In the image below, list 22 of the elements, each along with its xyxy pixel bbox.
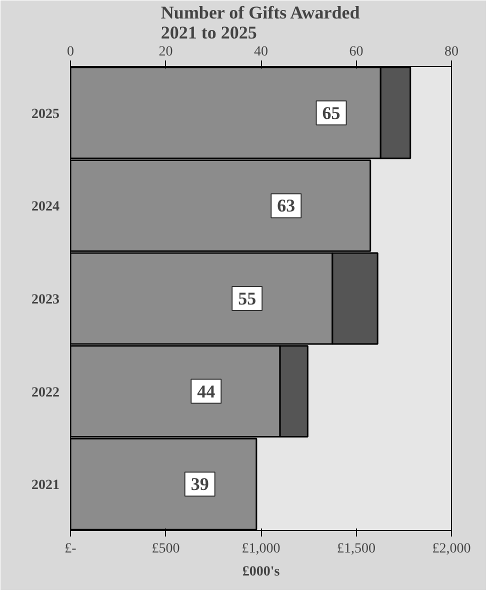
y-tick-label: 2023 <box>32 292 60 308</box>
x-axis-title: £000's <box>242 564 280 580</box>
x2-tick-label: 60 <box>349 44 364 60</box>
x2-tick-label: 20 <box>158 44 173 60</box>
y-tick-label: 2024 <box>32 200 60 215</box>
x-tick-label: £1,000 <box>242 542 280 556</box>
annotation: 65 <box>322 102 340 123</box>
annotation: 63 <box>277 196 296 216</box>
x-tick-label: £- <box>64 542 77 556</box>
x2-tick-label: 40 <box>254 44 268 60</box>
x-tick-label: £2,000 <box>432 542 471 556</box>
x2-tick-label: 80 <box>444 44 458 60</box>
y-tick-label: 2022 <box>32 385 60 400</box>
x-tick-label: £500 <box>152 542 180 556</box>
annotation: 39 <box>190 474 209 494</box>
annotation: 44 <box>197 381 216 402</box>
y-tick-label: 2021 <box>32 478 60 494</box>
annotation: 55 <box>238 288 256 308</box>
x2-tick-label: 0 <box>67 44 74 60</box>
chart-title: Number of Gifts Awarded 2021 to 2025 <box>160 2 360 42</box>
x-tick-label: £1,500 <box>337 542 376 556</box>
y-tick-label: 2025 <box>32 106 60 122</box>
